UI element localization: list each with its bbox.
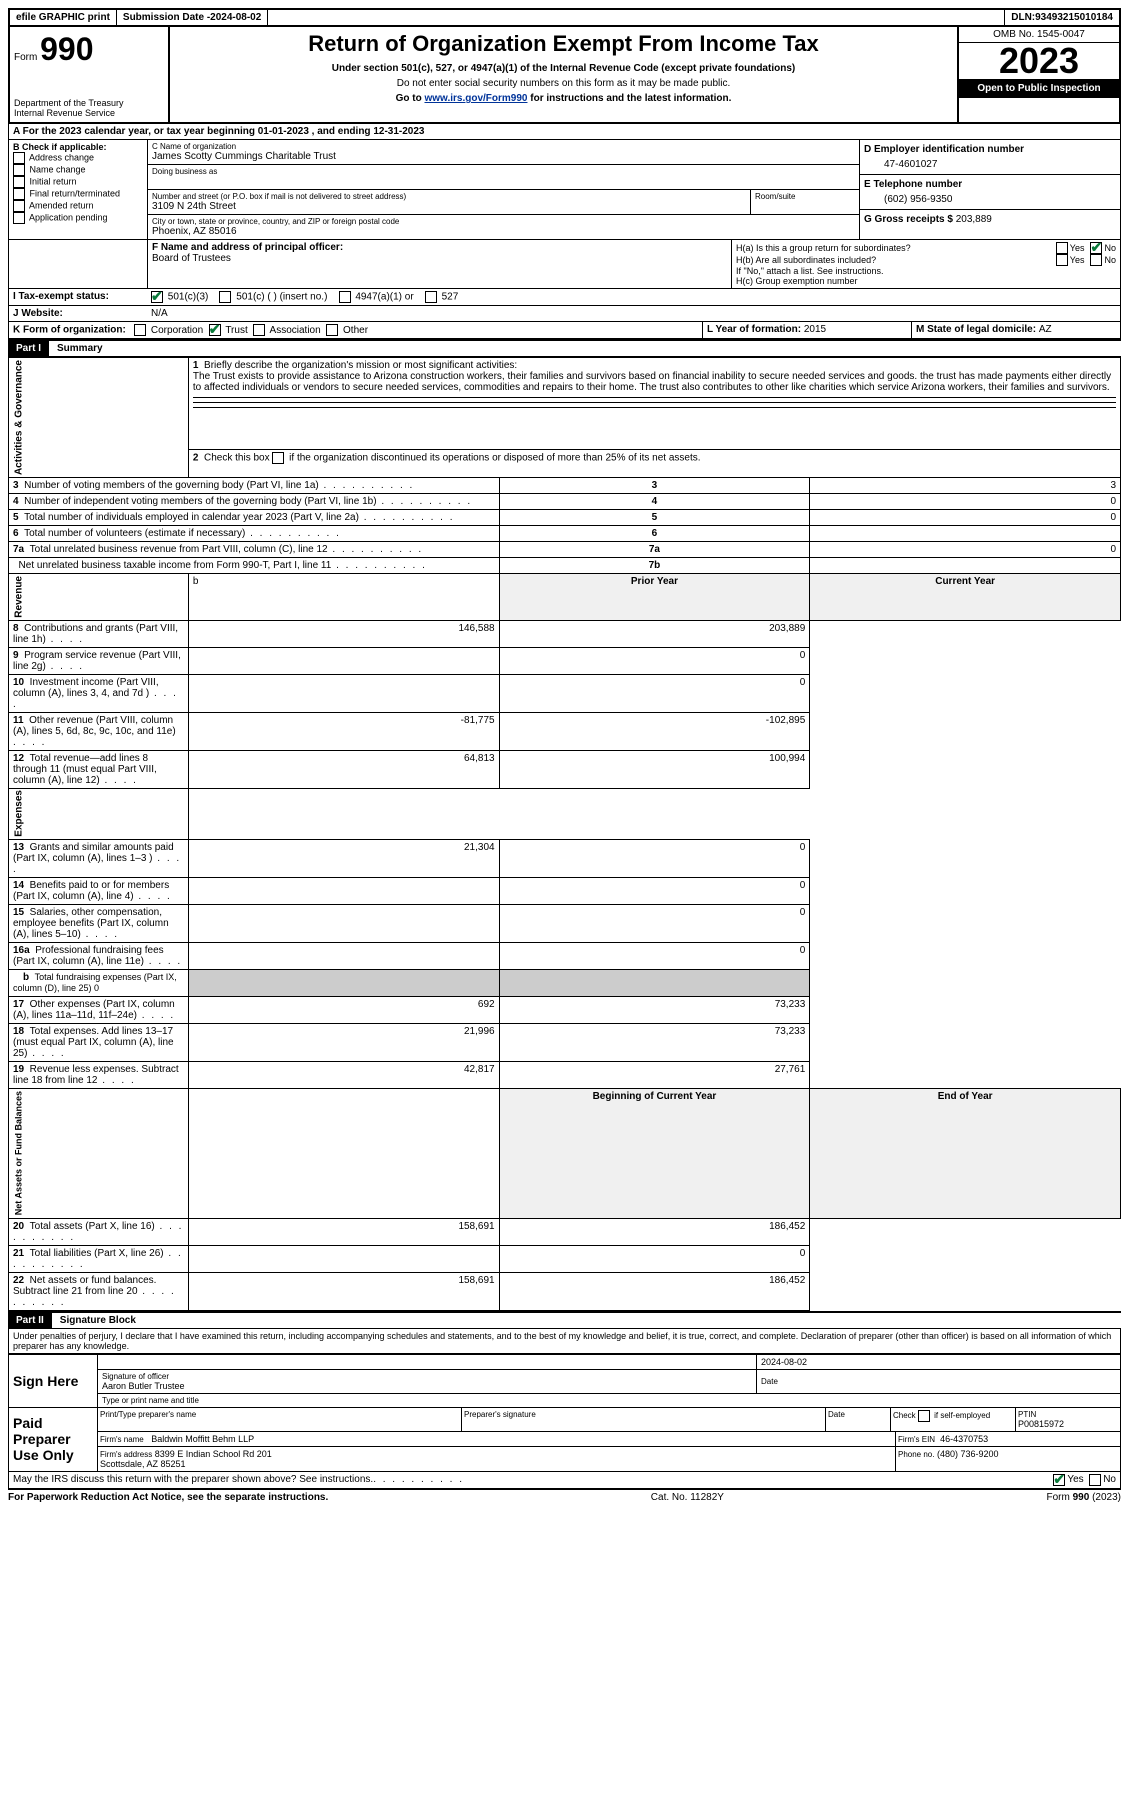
dln: DLN: 93493215010184	[1005, 10, 1119, 25]
f-col: F Name and address of principal officer:…	[148, 240, 732, 288]
discuss-row: May the IRS discuss this return with the…	[8, 1472, 1121, 1489]
k-item[interactable]: Association	[248, 325, 321, 336]
527-checkbox[interactable]	[425, 291, 437, 303]
signature-table: Sign Here 2024-08-02 Signature of office…	[8, 1354, 1121, 1472]
k-items: Corporation Trust Association Other	[129, 325, 368, 336]
form-header: Form 990 Department of the Treasury Inte…	[8, 27, 1121, 124]
table-row: 6 Total number of volunteers (estimate i…	[9, 526, 1121, 542]
footer: For Paperwork Reduction Act Notice, see …	[8, 1489, 1121, 1503]
h-col: H(a) Is this a group return for subordin…	[732, 240, 1120, 288]
hb-no-checkbox[interactable]	[1090, 254, 1102, 266]
bcd-block: B Check if applicable: Address change Na…	[8, 140, 1121, 240]
header-left: Form 990 Department of the Treasury Inte…	[10, 27, 170, 122]
table-row: 9 Program service revenue (Part VIII, li…	[9, 647, 1121, 674]
row-16b: b Total fundraising expenses (Part IX, c…	[9, 970, 1121, 997]
exp-rows: 13 Grants and similar amounts paid (Part…	[9, 840, 1121, 970]
header-mid: Return of Organization Exempt From Incom…	[170, 27, 959, 122]
exp-label: Expenses	[9, 788, 189, 840]
b-item[interactable]: Address change	[13, 152, 143, 164]
discuss-yes-checkbox[interactable]	[1053, 1474, 1065, 1486]
tax-year: 2023	[959, 43, 1119, 79]
gov-label: Activities & Governance	[9, 358, 189, 478]
table-row: 15 Salaries, other compensation, employe…	[9, 905, 1121, 943]
table-row: 19 Revenue less expenses. Subtract line …	[9, 1062, 1121, 1089]
b-item[interactable]: Application pending	[13, 212, 143, 224]
net-rows: 20 Total assets (Part X, line 16)158,691…	[9, 1218, 1121, 1310]
b-item[interactable]: Name change	[13, 164, 143, 176]
form-number: 990	[40, 31, 93, 67]
top-bar: efile GRAPHIC print Submission Date - 20…	[8, 8, 1121, 27]
a-line: A For the 2023 calendar year, or tax yea…	[8, 124, 1121, 140]
org-name: James Scotty Cummings Charitable Trust	[152, 151, 855, 162]
dept: Department of the Treasury Internal Reve…	[14, 98, 164, 118]
table-row: 10 Investment income (Part VIII, column …	[9, 674, 1121, 712]
ha-no-checkbox[interactable]	[1090, 242, 1102, 254]
b-item[interactable]: Initial return	[13, 176, 143, 188]
c-col: C Name of organization James Scotty Cumm…	[148, 140, 859, 239]
table-row: 22 Net assets or fund balances. Subtract…	[9, 1272, 1121, 1310]
table-row: 16a Professional fundraising fees (Part …	[9, 943, 1121, 970]
table-row: 20 Total assets (Part X, line 16)158,691…	[9, 1218, 1121, 1245]
table-row: 21 Total liabilities (Part X, line 26)0	[9, 1245, 1121, 1272]
k-item[interactable]: Corporation	[129, 325, 204, 336]
table-row: 7a Total unrelated business revenue from…	[9, 542, 1121, 558]
table-row: 14 Benefits paid to or for members (Part…	[9, 878, 1121, 905]
k-item[interactable]: Trust	[203, 325, 248, 336]
self-emp-checkbox[interactable]	[918, 1410, 930, 1422]
form-title: Return of Organization Exempt From Incom…	[174, 31, 953, 57]
submission: Submission Date - 2024-08-02	[117, 10, 268, 25]
ha-yes-checkbox[interactable]	[1056, 242, 1068, 254]
efile-label: efile GRAPHIC print	[10, 10, 117, 25]
501c3-checkbox[interactable]	[151, 291, 163, 303]
k-col: K Form of organization: Corporation Trus…	[9, 322, 702, 338]
d-col: D Employer identification number 47-4601…	[859, 140, 1120, 239]
declaration: Under penalties of perjury, I declare th…	[8, 1329, 1121, 1354]
501c-checkbox[interactable]	[219, 291, 231, 303]
table-row: 12 Total revenue—add lines 8 through 11 …	[9, 750, 1121, 788]
irs-link[interactable]: www.irs.gov/Form990	[424, 93, 527, 104]
table-row: 17 Other expenses (Part IX, column (A), …	[9, 997, 1121, 1024]
table-row: Net unrelated business taxable income fr…	[9, 558, 1121, 574]
table-row: 4 Number of independent voting members o…	[9, 494, 1121, 510]
b-item[interactable]: Amended return	[13, 200, 143, 212]
b-items: Address change Name change Initial retur…	[13, 152, 143, 224]
k-item[interactable]: Other	[321, 325, 368, 336]
mission-text: The Trust exists to provide assistance t…	[193, 371, 1111, 393]
header-right: OMB No. 1545-0047 2023 Open to Public In…	[959, 27, 1119, 122]
rev-rows: 8 Contributions and grants (Part VIII, l…	[9, 620, 1121, 788]
fh-block: F Name and address of principal officer:…	[8, 240, 1121, 289]
part2-bar: Part II Signature Block	[8, 1311, 1121, 1329]
4947-checkbox[interactable]	[339, 291, 351, 303]
table-row: 18 Total expenses. Add lines 13–17 (must…	[9, 1024, 1121, 1062]
klm-row: K Form of organization: Corporation Trus…	[8, 322, 1121, 339]
rev-label: Revenue	[9, 574, 189, 621]
table-row: 3 Number of voting members of the govern…	[9, 478, 1121, 494]
part1-bar: Part I Summary	[8, 339, 1121, 357]
net-label: Net Assets or Fund Balances	[9, 1089, 189, 1218]
table-row: 13 Grants and similar amounts paid (Part…	[9, 840, 1121, 878]
table-row: 11 Other revenue (Part VIII, column (A),…	[9, 712, 1121, 750]
table-row: 5 Total number of individuals employed i…	[9, 510, 1121, 526]
b-item[interactable]: Final return/terminated	[13, 188, 143, 200]
spacer	[268, 10, 1005, 25]
table-row: 8 Contributions and grants (Part VIII, l…	[9, 620, 1121, 647]
i-row: I Tax-exempt status: 501(c)(3) 501(c) ( …	[8, 289, 1121, 306]
goto-line: Go to www.irs.gov/Form990 for instructio…	[174, 93, 953, 104]
exp-rows2: 17 Other expenses (Part IX, column (A), …	[9, 997, 1121, 1089]
gov-rows: 3 Number of voting members of the govern…	[9, 478, 1121, 574]
discuss-no-checkbox[interactable]	[1089, 1474, 1101, 1486]
summary-table: Activities & Governance 1 Briefly descri…	[8, 357, 1121, 1311]
b-col: B Check if applicable: Address change Na…	[9, 140, 148, 239]
q2-checkbox[interactable]	[272, 452, 284, 464]
hb-yes-checkbox[interactable]	[1056, 254, 1068, 266]
inspection-badge: Open to Public Inspection	[959, 79, 1119, 98]
j-row: J Website: N/A	[8, 306, 1121, 322]
